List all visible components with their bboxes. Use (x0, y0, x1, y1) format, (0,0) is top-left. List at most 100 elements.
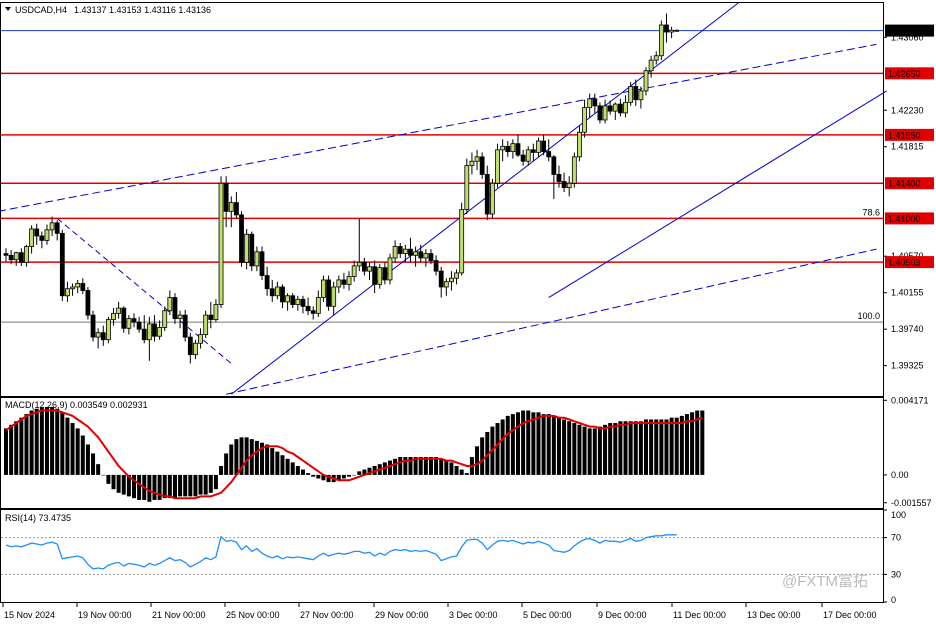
level-price-box (885, 177, 934, 190)
macd-bar (44, 406, 49, 475)
candle-body (182, 314, 188, 338)
candle-body (193, 342, 198, 356)
macd-bar (541, 414, 546, 475)
candle-body (259, 251, 265, 276)
candle-body (70, 286, 75, 290)
macd-bar (664, 419, 669, 475)
macd-bar (65, 417, 70, 475)
rsi-label: RSI(14) 73.4735 (5, 513, 71, 523)
macd-bar (531, 412, 536, 475)
candle-body (571, 156, 577, 184)
macd-bar (147, 474, 152, 502)
macd-bar (362, 469, 367, 475)
candle-body (249, 233, 255, 267)
macd-bar (341, 474, 346, 479)
candle-body (505, 145, 511, 152)
macd-bar (326, 474, 331, 483)
macd-bar (101, 474, 106, 476)
rsi-tick-label: 30 (891, 569, 901, 579)
macd-bar (270, 448, 275, 475)
price-tick-label: 1.41815 (891, 142, 924, 152)
macd-bar (459, 469, 464, 475)
level-price-label: 1.41000 (888, 214, 921, 224)
macd-label: MACD(12,26,9) 0.003549 0.002931 (5, 400, 148, 410)
macd-bar (649, 419, 654, 475)
dashed-lower-channel[interactable] (226, 248, 877, 395)
price-tick-label: 1.40155 (891, 288, 924, 298)
rsi-tick-label: 0 (891, 595, 896, 605)
macd-signal-line (5, 409, 703, 500)
macd-bar (316, 474, 321, 479)
macd-bar (260, 442, 264, 475)
macd-bar (39, 406, 44, 475)
candle-body (59, 232, 65, 297)
macd-bar (357, 471, 362, 475)
candle-body (239, 214, 244, 263)
candle-body (3, 253, 9, 256)
macd-bar (423, 457, 428, 475)
macd-bar (306, 473, 311, 475)
channel-lower-line[interactable] (548, 90, 887, 298)
macd-bar (311, 474, 316, 477)
macd-bar (137, 474, 142, 500)
macd-bar (444, 460, 449, 475)
level-price-label: 1.40503 (888, 258, 921, 268)
macd-tick-label: 0.00 (891, 470, 909, 480)
candle-body (489, 182, 495, 215)
candle-body (612, 103, 618, 112)
candle-body (484, 174, 490, 215)
time-tick-label: 11 Dec 00:00 (673, 610, 726, 620)
candle-body (213, 304, 219, 320)
macd-bar (577, 424, 582, 475)
macd-bar (403, 457, 408, 475)
macd-bar (572, 423, 577, 475)
fib-label: 100.0 (857, 311, 880, 321)
macd-bar (244, 437, 249, 475)
macd-bar (623, 421, 628, 475)
candle-body (423, 253, 429, 259)
channel-upper-line[interactable] (230, 2, 739, 395)
macd-bar (480, 437, 485, 475)
candle-body (454, 272, 459, 279)
candle-body (136, 321, 142, 330)
time-tick-label: 13 Dec 00:00 (747, 610, 801, 620)
candle-body (520, 154, 526, 162)
symbol-title: USDCAD,H4 (15, 5, 67, 15)
macd-bar (505, 415, 510, 475)
macd-bar (126, 474, 131, 497)
dashed-upper-channel[interactable] (0, 43, 877, 212)
candle-body (515, 143, 521, 156)
macd-bar (700, 410, 705, 475)
macd-bar (193, 474, 198, 497)
candle-body (228, 202, 234, 212)
candle-body (351, 265, 357, 277)
candle-body (218, 182, 224, 305)
macd-bar (388, 460, 392, 475)
macd-bar (367, 467, 372, 475)
macd-bar (280, 455, 285, 475)
candle-body (607, 105, 613, 112)
macd-bar (475, 446, 480, 475)
macd-bar (485, 431, 490, 475)
candle-body (233, 202, 239, 216)
rsi-panel (0, 509, 884, 603)
candle-body (674, 29, 680, 32)
candle-body (669, 29, 674, 33)
macd-bar (157, 474, 162, 500)
candle-body (146, 323, 152, 341)
fib-diagonal-line[interactable] (56, 218, 232, 364)
candle-body (408, 248, 413, 256)
macd-bar (300, 469, 305, 475)
triangle-down-icon[interactable] (5, 7, 11, 11)
level-price-box (885, 67, 934, 80)
macd-bar (183, 474, 188, 497)
macd-bar (628, 421, 633, 475)
candle-body (402, 248, 408, 254)
candle-body (223, 182, 229, 212)
candle-body (433, 260, 439, 272)
macd-bar (398, 457, 403, 475)
rsi-line (5, 534, 677, 570)
macd-bar (510, 414, 515, 475)
macd-bar (562, 419, 567, 475)
price-tick-label: 1.39325 (891, 361, 924, 371)
